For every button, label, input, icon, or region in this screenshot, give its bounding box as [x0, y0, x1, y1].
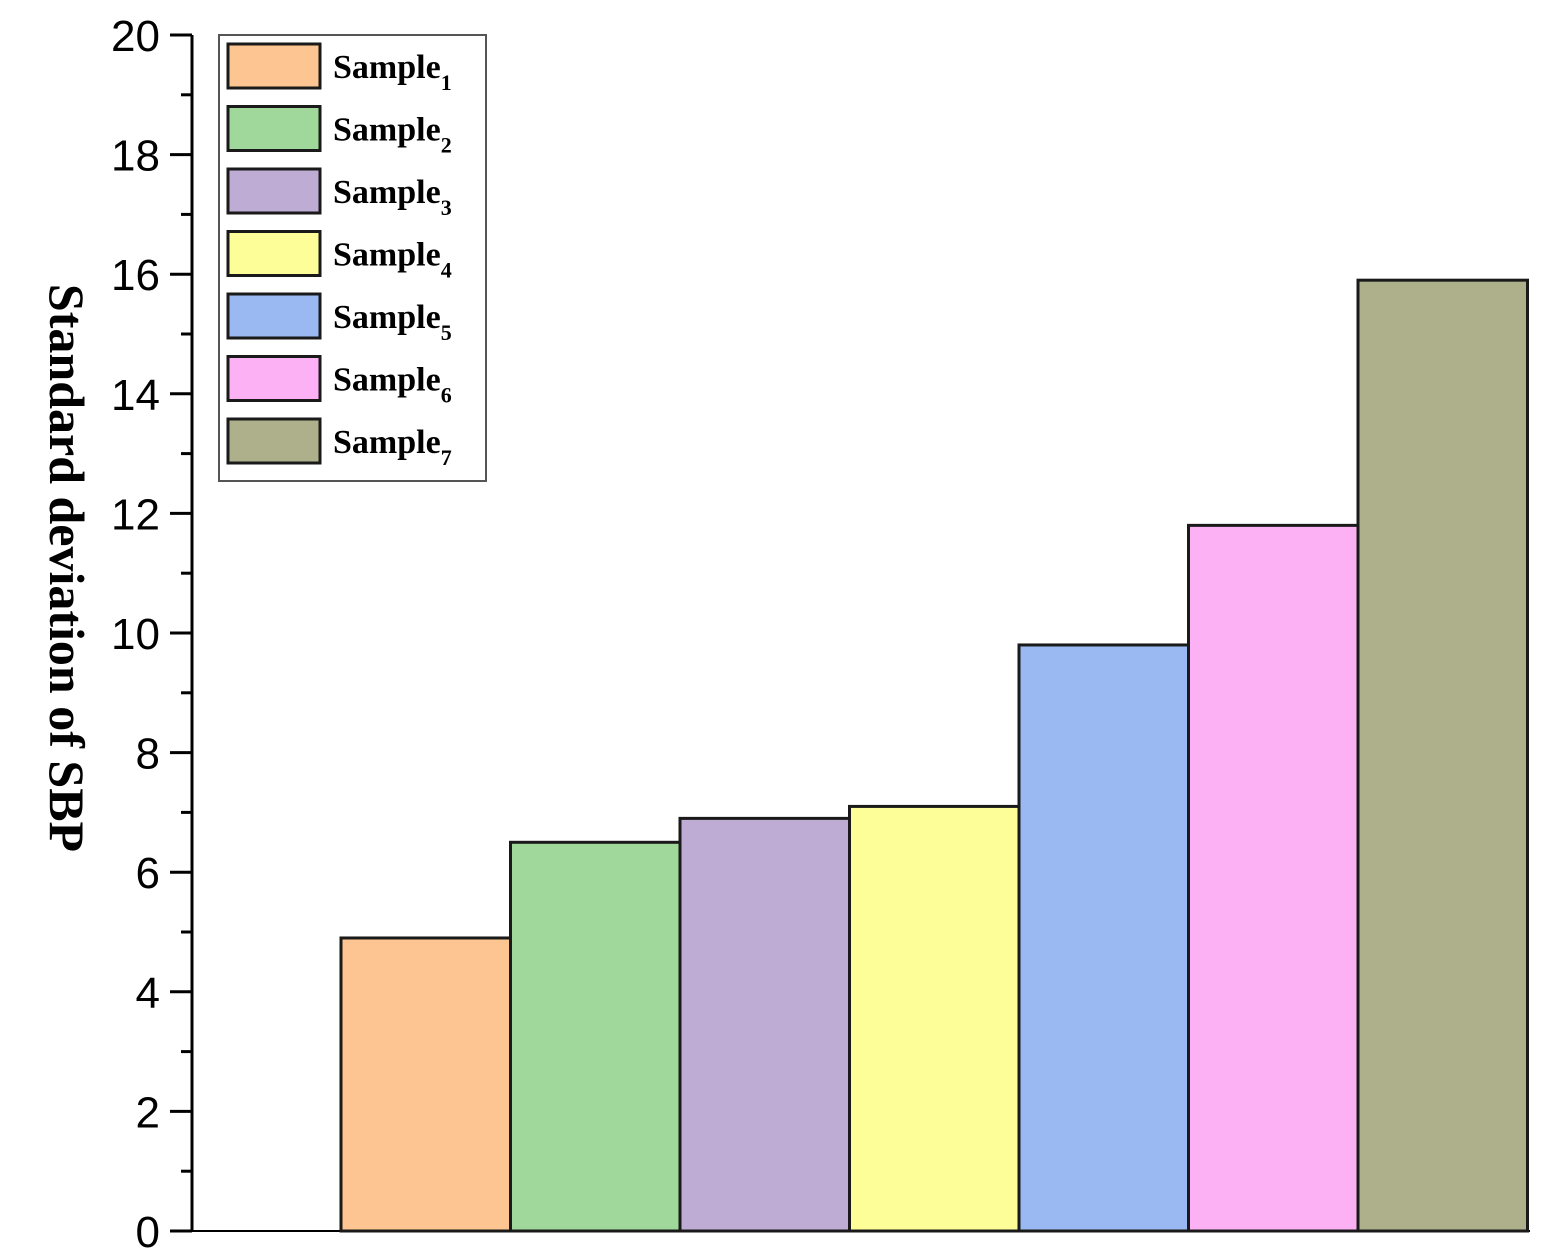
- y-tick-label: 20: [111, 12, 160, 61]
- bars: [339, 278, 1529, 1233]
- y-tick-label: 10: [111, 610, 160, 659]
- legend-swatch-sample-2: [226, 105, 322, 152]
- legend-label-text: Sample: [333, 299, 441, 336]
- bar-sample-2: [509, 840, 682, 1233]
- bar-sample-3: [678, 816, 851, 1233]
- legend-label-text: Sample: [333, 237, 441, 274]
- legend-swatch-sample-1: [226, 42, 322, 90]
- legend-label-text: Sample: [333, 174, 441, 211]
- legend-label-text: Sample: [333, 112, 441, 149]
- legend-swatch-sample-3: [226, 167, 322, 215]
- legend-swatch-sample-5: [226, 292, 322, 340]
- legend-label-sample-7: Sample7: [333, 424, 452, 470]
- y-tick-label: 6: [136, 849, 160, 898]
- bar-sample-6: [1187, 523, 1360, 1233]
- legend-label-sample-3: Sample3: [333, 174, 452, 220]
- legend-label-subscript: 6: [441, 383, 452, 408]
- legend-label-subscript: 3: [441, 195, 452, 220]
- legend-label-sample-2: Sample2: [333, 112, 452, 158]
- bar-sample-4: [848, 804, 1021, 1233]
- legend-label-subscript: 7: [441, 445, 452, 470]
- legend-label-text: Sample: [333, 424, 441, 461]
- legend-label-subscript: 2: [441, 133, 452, 158]
- y-tick-label: 18: [111, 132, 160, 181]
- legend-label-subscript: 4: [441, 258, 452, 283]
- bar-sample-5: [1017, 643, 1190, 1233]
- bar-sample-1: [339, 936, 512, 1233]
- legend-swatch-sample-7: [226, 417, 322, 465]
- legend-swatch-sample-6: [226, 355, 322, 402]
- y-tick-label: 2: [136, 1088, 160, 1137]
- legend-label-sample-1: Sample1: [333, 49, 452, 95]
- y-tick-label: 4: [136, 969, 160, 1018]
- legend-label-sample-4: Sample4: [333, 237, 452, 283]
- legend-label-sample-5: Sample5: [333, 299, 452, 345]
- legend-label-subscript: 5: [441, 320, 452, 345]
- y-axis-title: Standard deviation of SBP: [39, 284, 95, 852]
- legend-label-text: Sample: [333, 49, 441, 86]
- y-tick-label: 0: [136, 1208, 160, 1250]
- y-tick-label: 16: [111, 251, 160, 300]
- y-tick-label: 8: [136, 730, 160, 779]
- legend-label-text: Sample: [333, 362, 441, 399]
- bar-sample-7: [1356, 278, 1529, 1233]
- legend-label-subscript: 1: [441, 70, 452, 95]
- legend-swatch-sample-4: [226, 230, 322, 277]
- y-tick-label: 12: [111, 490, 160, 539]
- legend: Sample1Sample2Sample3Sample4Sample5Sampl…: [218, 34, 487, 482]
- legend-label-sample-6: Sample6: [333, 362, 452, 408]
- y-tick-label: 14: [111, 371, 160, 420]
